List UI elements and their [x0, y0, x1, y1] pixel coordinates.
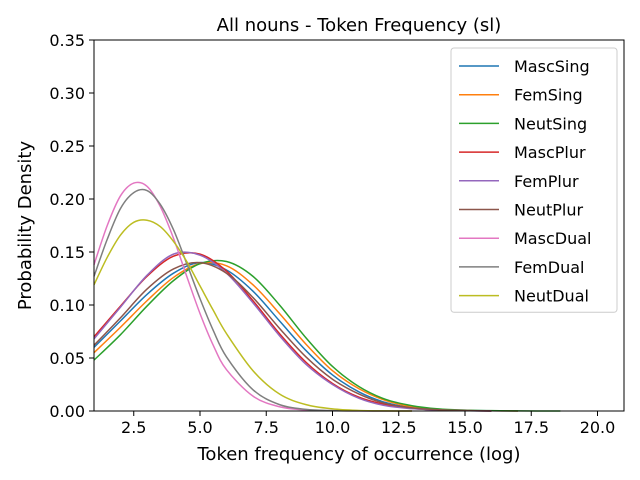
legend-label: NeutSing [514, 114, 587, 133]
x-tick-label: 7.5 [254, 418, 279, 437]
legend-label: MascPlur [514, 143, 586, 162]
y-tick-label: 0.20 [49, 190, 85, 209]
x-tick-label: 15.0 [447, 418, 483, 437]
y-axis-ticks: 0.00 0.05 0.10 0.15 0.20 0.25 0.30 0.35 [49, 31, 94, 421]
legend: MascSing FemSing NeutSing MascPlur FemPlur Ne… [450, 47, 618, 313]
legend-label: MascDual [514, 229, 591, 248]
legend-label: FemDual [514, 258, 584, 277]
plot-frame [93, 39, 625, 412]
legend-label: FemPlur [514, 172, 579, 191]
series-line-neutplur [93, 261, 492, 412]
x-tick-label: 2.5 [121, 418, 146, 437]
x-tick-label: 10.0 [315, 418, 351, 437]
x-tick-label: 5.0 [187, 418, 212, 437]
y-tick-label: 0.10 [49, 296, 85, 315]
chart-title: All nouns - Token Frequency (sl) [217, 15, 502, 36]
y-tick-label: 0.15 [49, 243, 85, 262]
x-tick-label: 20.0 [580, 418, 616, 437]
legend-label: NeutPlur [514, 201, 583, 220]
legend-label: MascSing [514, 57, 590, 76]
legend-box [450, 47, 618, 313]
x-axis-label: Token frequency of occurrence (log) [197, 444, 521, 465]
legend-label: FemSing [514, 86, 583, 105]
legend-label: NeutDual [514, 287, 589, 306]
y-tick-label: 0.25 [49, 137, 85, 156]
y-tick-label: 0.05 [49, 349, 85, 368]
series-line-neutdual [93, 219, 413, 412]
y-tick-label: 0.35 [49, 31, 85, 50]
x-tick-label: 12.5 [381, 418, 417, 437]
x-tick-label: 17.5 [513, 418, 549, 437]
x-axis-ticks: 2.5 5.0 7.5 10.0 12.5 15.0 17.5 20.0 [121, 411, 615, 437]
y-tick-label: 0.00 [49, 402, 85, 421]
y-tick-label: 0.30 [49, 84, 85, 103]
y-axis-label: Probability Density [15, 141, 36, 311]
